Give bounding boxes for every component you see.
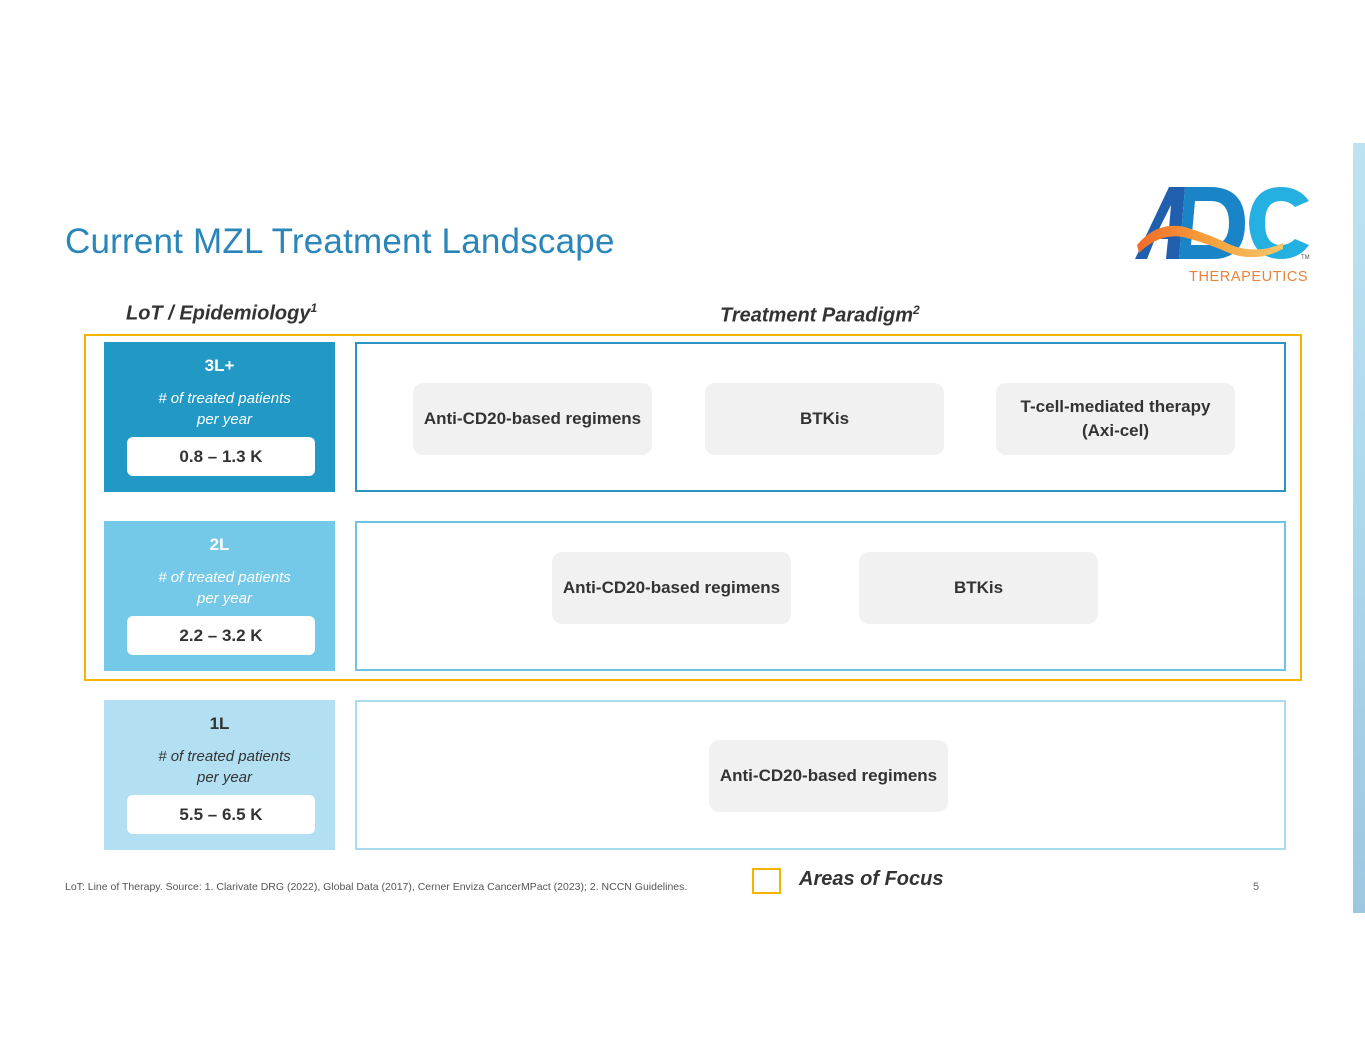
lot-subtitle-line: # of treated patients bbox=[158, 569, 291, 586]
areas-of-focus-swatch bbox=[752, 868, 781, 894]
paradigm-header-footnote-ref: 2 bbox=[913, 303, 920, 317]
lot-subtitle-line: per year bbox=[196, 411, 253, 428]
lot-name: 2L bbox=[209, 535, 230, 554]
areas-of-focus-frame bbox=[84, 334, 1302, 681]
lot-header-footnote-ref: 1 bbox=[310, 301, 318, 315]
lot-name: 3L+ bbox=[204, 356, 235, 375]
treatment-chip: Anti-CD20-based regimens bbox=[552, 552, 791, 624]
patients-per-year-value: 5.5 – 6.5 K bbox=[127, 795, 315, 834]
slide-edge-bar bbox=[1353, 143, 1365, 913]
patients-per-year-value: 2.2 – 3.2 K bbox=[127, 616, 315, 655]
areas-of-focus-label: Areas of Focus bbox=[799, 868, 944, 890]
lot-subtitle-line: per year bbox=[196, 769, 253, 786]
lot-subtitle-line: # of treated patients bbox=[158, 748, 291, 765]
lot-subtitle: # of treated patients per year bbox=[104, 388, 335, 430]
patients-per-year-value: 0.8 – 1.3 K bbox=[127, 437, 315, 476]
treatment-chip: BTKis bbox=[705, 383, 944, 455]
paradigm-header-text: Treatment Paradigm bbox=[720, 304, 914, 327]
page-number: 5 bbox=[1253, 881, 1260, 893]
lot-subtitle: # of treated patients per year bbox=[104, 567, 335, 609]
lot-card-3l: 3L+ # of treated patients per year 0.8 –… bbox=[104, 342, 335, 492]
source-footnote: LoT: Line of Therapy. Source: 1. Clariva… bbox=[65, 881, 688, 893]
page-title: Current MZL Treatment Landscape bbox=[65, 222, 615, 261]
lot-subtitle: # of treated patients per year bbox=[104, 746, 335, 788]
lot-name: 1L bbox=[209, 714, 230, 733]
treatment-chip: T-cell-mediated therapy (Axi-cel) bbox=[996, 383, 1235, 455]
treatment-paradigm-header: Treatment Paradigm2 bbox=[720, 303, 920, 328]
treatment-paradigm-2l: Anti-CD20-based regimens BTKis bbox=[355, 521, 1286, 671]
lot-card-2l: 2L # of treated patients per year 2.2 – … bbox=[104, 521, 335, 671]
lot-card-1l: 1L # of treated patients per year 5.5 – … bbox=[104, 700, 335, 850]
treatment-chip: Anti-CD20-based regimens bbox=[709, 740, 948, 812]
adc-therapeutics-logo: TM THERAPEUTICS bbox=[1133, 183, 1313, 285]
logo-trademark: TM bbox=[1301, 255, 1310, 261]
lot-header-text: LoT / Epidemiology bbox=[126, 302, 311, 325]
treatment-chip: BTKis bbox=[859, 552, 1098, 624]
treatment-chip: Anti-CD20-based regimens bbox=[413, 383, 652, 455]
treatment-paradigm-3l: Anti-CD20-based regimens BTKis T-cell-me… bbox=[355, 342, 1286, 492]
logo-tagline: THERAPEUTICS bbox=[1189, 269, 1308, 283]
lot-subtitle-line: per year bbox=[196, 590, 253, 607]
lot-subtitle-line: # of treated patients bbox=[158, 390, 291, 407]
treatment-paradigm-1l: Anti-CD20-based regimens bbox=[355, 700, 1286, 850]
lot-epidemiology-header: LoT / Epidemiology1 bbox=[126, 301, 317, 326]
